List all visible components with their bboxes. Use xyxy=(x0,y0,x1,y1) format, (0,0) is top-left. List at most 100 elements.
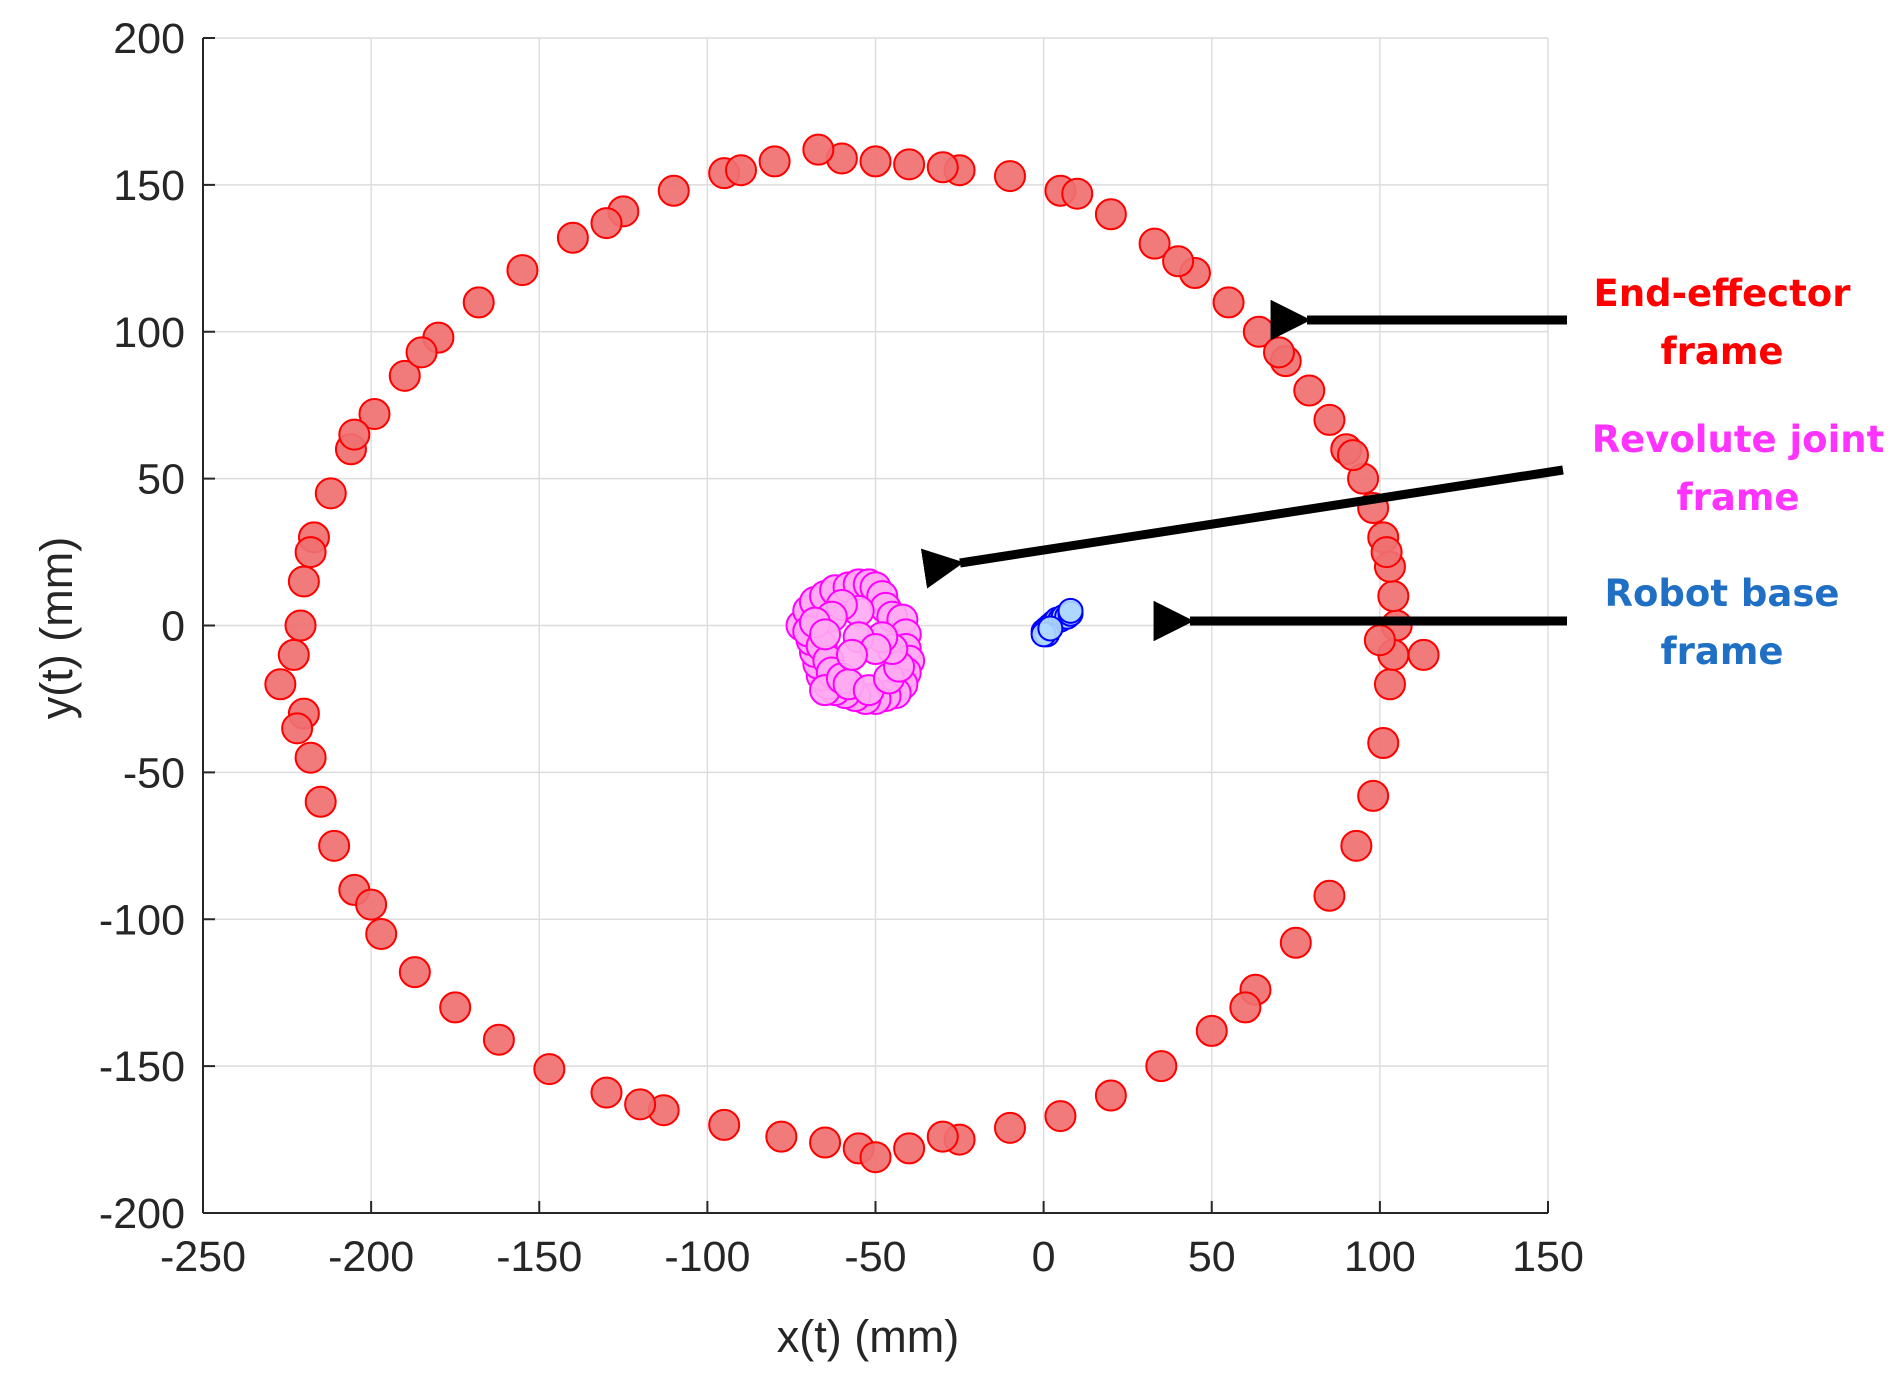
axes-frame xyxy=(202,37,1549,1214)
point-end_effector-11 xyxy=(1212,286,1245,319)
x-tick-label-3: -100 xyxy=(664,1233,750,1281)
y-tick-label-5: -50 xyxy=(123,749,185,797)
point-end_effector-58 xyxy=(994,1111,1026,1144)
annotation-revolute-joint-line2: frame xyxy=(1677,476,1800,519)
point-end_effector-22 xyxy=(758,145,791,178)
y-tick-label-3: 50 xyxy=(137,456,185,504)
x-tick-label-6: 50 xyxy=(1188,1233,1236,1281)
point-end_effector-61 xyxy=(1145,1050,1178,1083)
point-end_effector-73 xyxy=(1229,991,1262,1024)
point-end_effector-13 xyxy=(1138,227,1171,260)
point-end_effector-19 xyxy=(859,145,892,178)
annotation-robot-base-line1: Robot base xyxy=(1605,572,1840,615)
point-end_effector-82 xyxy=(725,154,757,187)
series-end_effector xyxy=(264,133,1440,1174)
y-axis-label: y(t) (mm) xyxy=(31,537,82,719)
point-end_effector-60 xyxy=(1094,1079,1127,1112)
point-end_effector-27 xyxy=(506,254,539,287)
point-end_effector-53 xyxy=(809,1126,842,1159)
point-end_effector-81 xyxy=(590,207,623,240)
point-end_effector-45 xyxy=(398,956,431,989)
x-tick-label-4: -50 xyxy=(844,1233,906,1281)
point-end_effector-44 xyxy=(365,917,398,950)
point-end_effector-56 xyxy=(893,1132,926,1165)
point-end_effector-21 xyxy=(802,133,835,166)
point-end_effector-88 xyxy=(1370,536,1403,569)
point-end_effector-79 xyxy=(338,418,371,451)
point-end_effector-75 xyxy=(624,1088,657,1121)
x-tick-labels: -250 -200 -150 -100 -50 0 50 100 150 xyxy=(160,1233,1584,1281)
point-end_effector-66 xyxy=(1340,829,1373,862)
y-tick-label-6: -100 xyxy=(99,896,185,944)
point-end_effector-36 xyxy=(284,609,317,642)
point-end_effector-33 xyxy=(314,477,347,510)
point-end_effector-24 xyxy=(657,174,690,207)
annotation-revolute-joint-line1: Revolute joint xyxy=(1592,418,1885,461)
point-end_effector-26 xyxy=(556,221,589,254)
point-end_effector-46 xyxy=(439,991,472,1024)
point-end_effector-83 xyxy=(926,151,959,184)
point-end_effector-49 xyxy=(590,1076,623,1109)
y-tick-label-1: 150 xyxy=(113,162,185,210)
annotation-revolute-joint: Revolute joint frame xyxy=(920,418,1885,589)
point-end_effector-78 xyxy=(294,536,327,569)
y-tick-label-2: 100 xyxy=(113,309,185,357)
point-end_effector-18 xyxy=(893,148,926,181)
point-end_effector-38 xyxy=(264,668,297,701)
point-end_effector-65 xyxy=(1313,879,1346,912)
point-end_effector-52 xyxy=(765,1120,798,1153)
x-tick-label-7: 100 xyxy=(1344,1233,1416,1281)
point-end_effector-48 xyxy=(533,1053,566,1086)
point-robot_base-11 xyxy=(1037,615,1064,642)
point-end_effector-85 xyxy=(1162,245,1195,278)
point-end_effector-42 xyxy=(318,829,351,862)
annotation-end-effector-line2: frame xyxy=(1661,330,1784,373)
point-end_effector-30 xyxy=(388,359,421,392)
point-end_effector-72 xyxy=(1363,624,1396,657)
point-end_effector-76 xyxy=(355,888,388,921)
y-tick-label-8: -200 xyxy=(99,1190,185,1238)
point-revolute_joint-46 xyxy=(809,618,842,651)
y-tick-label-7: -150 xyxy=(99,1043,185,1091)
point-end_effector-35 xyxy=(287,565,320,598)
point-end_effector-64 xyxy=(1279,926,1312,959)
data-points xyxy=(264,133,1440,1174)
point-end_effector-87 xyxy=(1336,439,1369,472)
point-robot_base-12 xyxy=(1057,597,1084,624)
x-tick-label-2: -150 xyxy=(496,1233,582,1281)
point-end_effector-31 xyxy=(358,398,391,430)
point-revolute_joint-49 xyxy=(835,638,868,671)
x-axis-label: x(t) (mm) xyxy=(777,1311,959,1362)
point-end_effector-8 xyxy=(1293,374,1326,407)
series-revolute_joint xyxy=(785,568,926,715)
point-end_effector-47 xyxy=(482,1023,515,1056)
x-tick-label-1: -200 xyxy=(328,1233,414,1281)
point-end_effector-59 xyxy=(1044,1100,1077,1133)
point-end_effector-40 xyxy=(294,741,327,774)
y-tick-label-0: 200 xyxy=(113,15,185,63)
y-tick-label-4: 0 xyxy=(161,603,185,651)
point-end_effector-86 xyxy=(1263,336,1295,369)
point-end_effector-1 xyxy=(1377,580,1410,613)
point-end_effector-41 xyxy=(304,785,337,818)
point-end_effector-14 xyxy=(1094,198,1127,231)
point-end_effector-7 xyxy=(1313,403,1346,436)
point-end_effector-80 xyxy=(405,336,438,369)
annotation-end-effector: End-effector frame xyxy=(1270,272,1852,373)
point-end_effector-16 xyxy=(994,160,1026,193)
point-end_effector-37 xyxy=(277,638,310,671)
arrow-revolute-joint xyxy=(920,465,1564,589)
point-end_effector-62 xyxy=(1195,1014,1228,1047)
annotation-robot-base-line2: frame xyxy=(1661,630,1784,673)
point-end_effector-55 xyxy=(859,1141,892,1174)
annotation-robot-base: Robot base frame xyxy=(1153,572,1840,673)
point-end_effector-77 xyxy=(281,712,314,745)
point-end_effector-68 xyxy=(1367,727,1400,759)
annotation-end-effector-line1: End-effector xyxy=(1594,272,1852,315)
point-end_effector-51 xyxy=(708,1108,741,1141)
x-tick-label-0: -250 xyxy=(160,1233,246,1281)
point-end_effector-84 xyxy=(1061,177,1094,210)
point-end_effector-71 xyxy=(1407,638,1440,671)
y-tick-labels: 200 150 100 50 0 -50 -100 -150 -200 xyxy=(99,15,185,1238)
